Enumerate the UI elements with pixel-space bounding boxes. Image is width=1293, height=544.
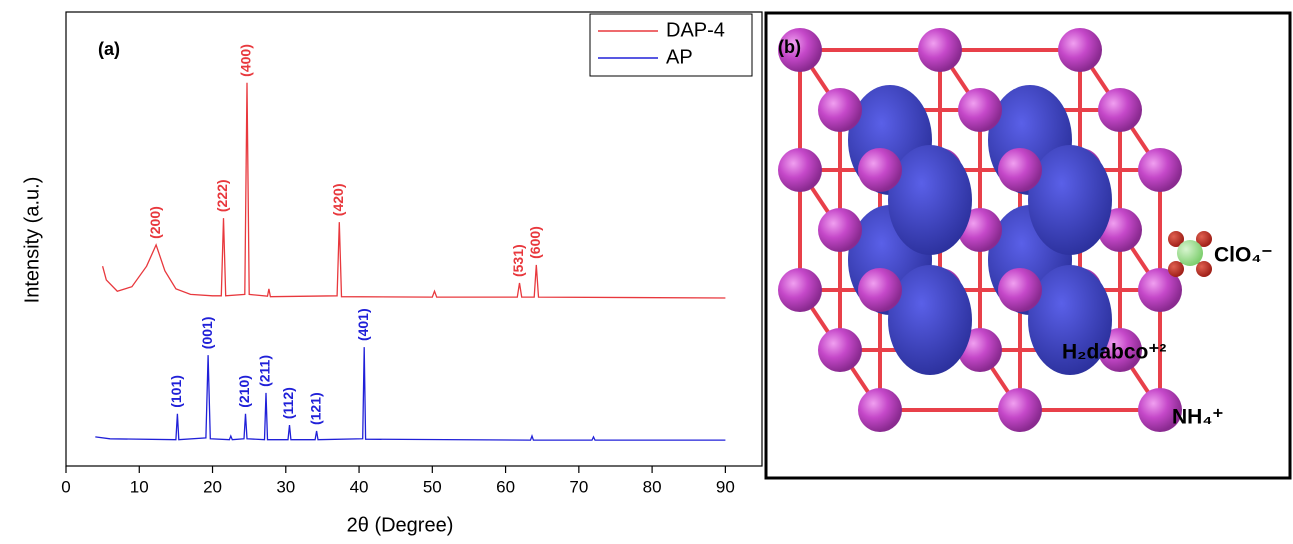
dabco-cation [1028,145,1112,255]
peak-label: (401) [355,308,371,341]
oxygen-atom [1196,231,1212,247]
oxygen-atom [1196,261,1212,277]
ammonium-ion [858,148,902,192]
ammonium-ion [818,208,862,252]
legend-label: DAP-4 [666,19,725,41]
ammonium-ion [958,88,1002,132]
peak-label: (211) [257,355,273,387]
ammonium-ion [858,388,902,432]
peak-label: (101) [168,375,184,408]
panel-label: (b) [778,37,801,57]
x-tick-label: 90 [716,477,735,496]
legend-label: AP [666,46,693,68]
x-tick-label: 70 [569,477,588,496]
peak-label: (600) [527,226,543,259]
peak-label: (200) [147,206,163,239]
ammonium-ion [858,268,902,312]
ammonium-ion [778,148,822,192]
ammonium-label: NH₄⁺ [1172,406,1223,429]
ammonium-ion [1098,88,1142,132]
x-tick-label: 0 [61,477,70,496]
peak-label: (112) [280,387,296,419]
ammonium-ion [1138,148,1182,192]
peak-label: (121) [307,392,323,425]
ammonium-ion [818,328,862,372]
x-tick-label: 20 [203,477,222,496]
ammonium-ion [818,88,862,132]
dabco-cation [888,265,972,375]
dication-label: H₂dabco⁺² [1062,341,1166,364]
ammonium-ion [1058,28,1102,72]
dabco-cation [888,145,972,255]
x-tick-label: 80 [643,477,662,496]
legend-box [589,13,753,77]
oxygen-atom [1168,261,1184,277]
panel-label: (a) [98,39,120,59]
panel-b: ClO₄⁻ H₂dabco⁺² NH₄⁺ [764,11,1292,480]
ammonium-ion [998,268,1042,312]
x-tick-label: 30 [276,477,295,496]
y-axis-label: Intensity (a.u.) [21,177,43,304]
ammonium-ion [778,28,822,72]
peak-label: (222) [214,179,230,212]
dabco-cation [1028,265,1112,375]
ammonium-ion [1138,388,1182,432]
ammonium-ion [998,388,1042,432]
peak-label: (210) [236,375,252,408]
x-tick-label: 50 [423,477,442,496]
peak-label: (001) [199,317,215,350]
perchlorate-label: ClO₄⁻ [1214,244,1272,267]
plot-frame [65,11,763,467]
x-tick-label: 10 [130,477,149,496]
legend: DAP-4 AP [589,13,753,77]
x-tick-label: 60 [496,477,515,496]
peak-label: (420) [330,184,346,217]
ammonium-ion [1138,268,1182,312]
series-line [95,347,726,441]
ammonium-ion [998,148,1042,192]
x-tick-label: 40 [350,477,369,496]
peak-label: (400) [238,44,254,77]
series-line [101,82,726,299]
oxygen-atom [1168,231,1184,247]
x-axis-label: 2θ (Degree) [347,514,454,536]
chlorine-atom [1177,240,1203,266]
ammonium-ion [778,268,822,312]
peak-label: (531) [510,244,526,277]
ammonium-ion [918,28,962,72]
